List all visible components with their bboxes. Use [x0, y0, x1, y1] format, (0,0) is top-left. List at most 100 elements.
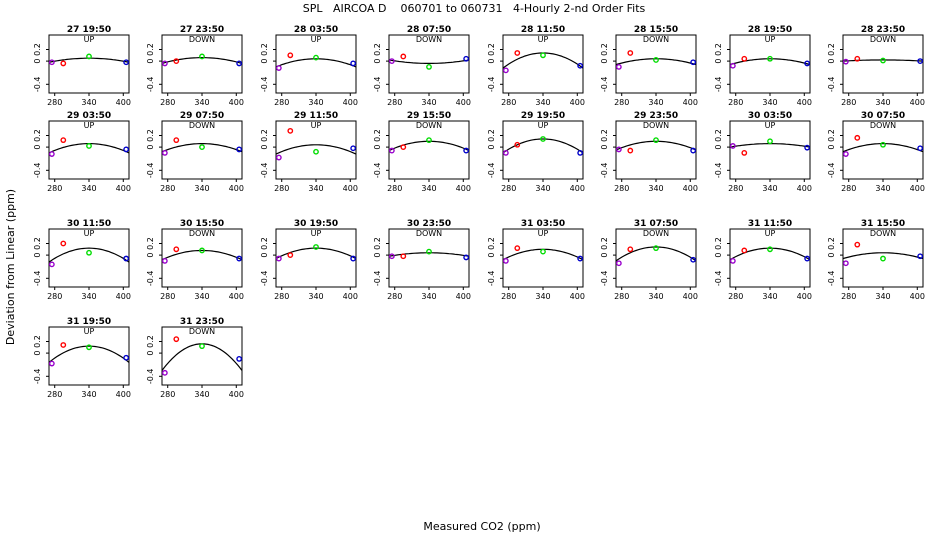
x-tick-label: 400: [343, 184, 358, 193]
x-tick-label: 340: [81, 98, 96, 107]
panel-direction-label: DOWN: [189, 121, 215, 130]
panel-title: 30 11:50: [67, 219, 111, 229]
y-tick-label: 0.2: [33, 237, 42, 250]
panel-title: 29 23:50: [634, 111, 678, 121]
y-tick-label: -0.4: [33, 270, 42, 286]
y-tick-label: -0.4: [373, 162, 382, 178]
data-point: [48, 261, 55, 268]
y-tick-label: 0.2: [33, 43, 42, 56]
data-point: [60, 342, 67, 348]
data-point: [767, 246, 773, 253]
x-tick-label: 340: [81, 390, 96, 399]
data-point: [577, 255, 584, 262]
x-tick-label: 340: [648, 184, 663, 193]
x-tick-label: 400: [116, 390, 131, 399]
data-point: [161, 149, 168, 156]
data-point: [540, 52, 546, 59]
y-tick-label: 0.2: [714, 237, 723, 250]
y-tick-label: 0: [146, 145, 155, 150]
panel-direction-label: DOWN: [643, 121, 669, 130]
x-tick-label: 340: [308, 292, 323, 301]
y-tick-label: 0.2: [146, 129, 155, 142]
panel-title: 29 11:50: [294, 111, 338, 121]
y-tick-label: 0: [33, 351, 42, 356]
x-tick-label: 280: [614, 292, 629, 301]
panel-title: 31 03:50: [521, 219, 565, 229]
data-point: [577, 62, 584, 69]
y-tick-label: -0.4: [260, 76, 269, 92]
x-tick-label: 280: [160, 98, 175, 107]
y-tick-label: 0.2: [373, 43, 382, 56]
panel-title: 28 19:50: [748, 25, 792, 35]
panel-title: 31 19:50: [67, 317, 111, 327]
panel-title: 31 23:50: [180, 317, 224, 327]
data-point: [350, 145, 357, 152]
x-tick-label: 400: [116, 184, 131, 193]
y-tick-label: -0.4: [260, 162, 269, 178]
x-tick-label: 400: [456, 184, 471, 193]
data-point: [502, 67, 509, 74]
data-point: [577, 149, 584, 156]
y-tick-label: 0.2: [600, 129, 609, 142]
panel-direction-label: DOWN: [870, 229, 896, 238]
data-point: [123, 255, 130, 262]
y-tick-label: 0.2: [373, 237, 382, 250]
data-point: [463, 254, 470, 261]
x-tick-label: 280: [47, 390, 62, 399]
fit-curve: [275, 144, 357, 155]
data-point: [173, 137, 180, 144]
y-tick-label: 0.2: [600, 43, 609, 56]
x-tick-label: 400: [229, 98, 244, 107]
y-tick-label: 0: [487, 145, 496, 150]
data-point: [161, 257, 168, 264]
x-tick-label: 400: [229, 184, 244, 193]
data-point: [615, 146, 622, 153]
panel-title: 31 15:50: [861, 219, 905, 229]
panel-title: 29 19:50: [521, 111, 565, 121]
data-point: [400, 144, 407, 151]
fit-curve: [48, 247, 130, 263]
data-point: [350, 60, 357, 67]
x-tick-label: 340: [762, 292, 777, 301]
x-tick-label: 400: [343, 292, 358, 301]
data-point: [86, 249, 92, 256]
x-tick-label: 400: [570, 184, 585, 193]
panel-title: 28 23:50: [861, 25, 905, 35]
y-tick-label: -0.4: [714, 162, 723, 178]
x-tick-label: 340: [194, 390, 209, 399]
panel-direction-label: UP: [765, 229, 776, 238]
y-tick-label: 0.2: [827, 129, 836, 142]
y-tick-label: 0.2: [487, 129, 496, 142]
x-tick-label: 400: [116, 292, 131, 301]
x-tick-label: 340: [308, 98, 323, 107]
x-tick-label: 280: [274, 292, 289, 301]
data-point: [880, 57, 886, 64]
panel-title: 30 15:50: [180, 219, 224, 229]
data-point: [236, 255, 243, 262]
data-point: [690, 256, 697, 263]
data-point: [880, 255, 886, 262]
data-point: [173, 246, 180, 253]
y-tick-label: -0.4: [146, 270, 155, 286]
x-tick-label: 340: [648, 98, 663, 107]
y-tick-label: 0: [827, 145, 836, 150]
y-tick-label: -0.4: [714, 76, 723, 92]
data-point: [313, 54, 319, 61]
fit-curve: [842, 143, 924, 153]
x-tick-label: 400: [910, 292, 925, 301]
y-tick-label: 0.2: [146, 335, 155, 348]
panel-title: 29 03:50: [67, 111, 111, 121]
y-tick-label: 0: [714, 253, 723, 258]
y-tick-label: -0.4: [827, 162, 836, 178]
panel-direction-label: DOWN: [870, 121, 896, 130]
data-point: [854, 134, 861, 141]
panel-title: 27 19:50: [67, 25, 111, 35]
